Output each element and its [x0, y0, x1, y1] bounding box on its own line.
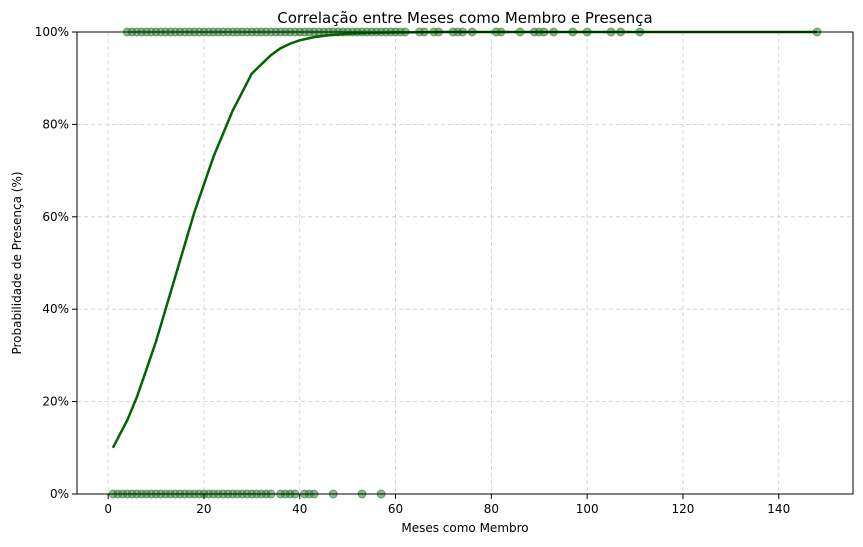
x-tick-label-5: 100 — [576, 502, 599, 516]
x-tick-label-6: 120 — [671, 502, 694, 516]
x-tick-label-2: 40 — [292, 502, 307, 516]
x-tick-label-4: 80 — [484, 502, 499, 516]
y-tick-label-4: 80% — [42, 117, 69, 131]
logistic-curve — [111, 30, 818, 449]
y-axis-label: Probabilidade de Presença (%) — [10, 171, 24, 354]
x-axis-ticks: 0 20 40 60 80 100 120 140 — [104, 494, 790, 516]
y-tick-label-3: 60% — [42, 210, 69, 224]
y-tick-label-0: 0% — [50, 487, 69, 501]
y-tick-label-5: 100% — [35, 25, 69, 39]
x-tick-label-0: 0 — [104, 502, 112, 516]
plot-frame — [76, 31, 854, 495]
y-axis-ticks: 0% 20% 40% 60% 80% 100% — [35, 25, 77, 501]
grid-lines — [77, 31, 853, 495]
y-tick-label-2: 40% — [42, 302, 69, 316]
chart-title: Correlação entre Meses como Membro e Pre… — [277, 9, 653, 27]
scatter-points — [108, 27, 822, 499]
x-tick-label-7: 140 — [767, 502, 790, 516]
x-axis-label: Meses como Membro — [401, 521, 528, 535]
x-tick-label-1: 20 — [196, 502, 211, 516]
x-tick-label-3: 60 — [388, 502, 403, 516]
y-tick-label-1: 20% — [42, 395, 69, 409]
